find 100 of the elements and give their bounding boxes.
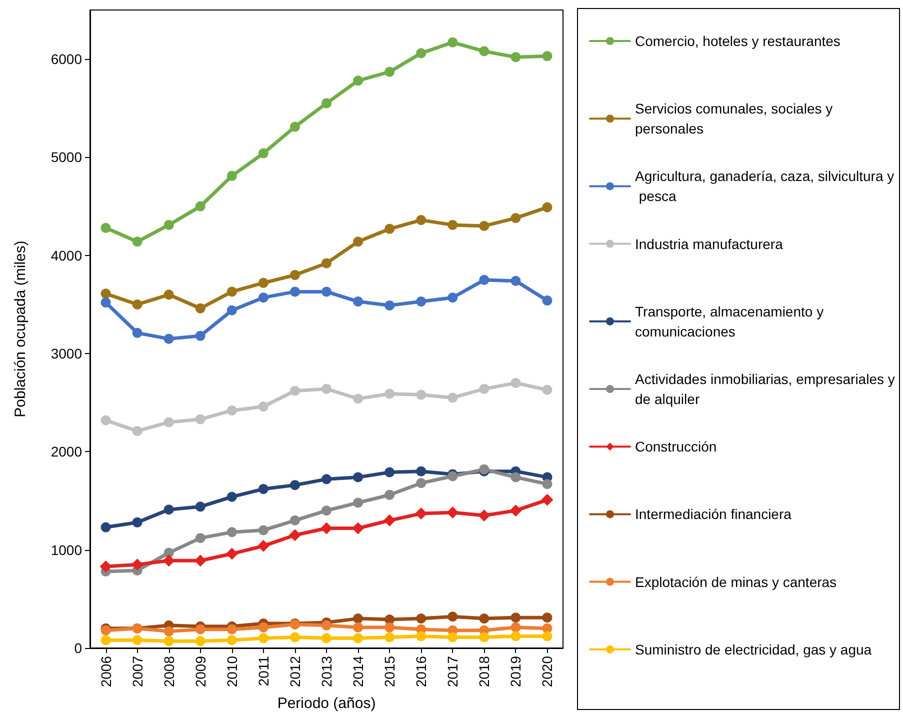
point [416, 478, 426, 488]
x-tick-label: 2010 [224, 656, 240, 688]
x-tick-label: 2011 [255, 656, 272, 686]
point [164, 504, 174, 515]
point [541, 494, 554, 506]
point [290, 632, 300, 642]
point [320, 522, 332, 534]
point [258, 292, 268, 303]
point [416, 48, 426, 58]
point [100, 522, 111, 532]
point [100, 560, 112, 573]
point [322, 620, 332, 630]
point [322, 258, 332, 268]
point [195, 533, 206, 544]
x-tick-label: 2012 [286, 656, 303, 688]
point [164, 290, 174, 300]
point [353, 622, 364, 632]
point [257, 540, 270, 552]
point [322, 98, 332, 108]
point [132, 635, 142, 646]
point [416, 296, 426, 307]
point [416, 390, 426, 400]
point [100, 222, 111, 233]
point [322, 474, 332, 484]
point [510, 213, 521, 224]
point [226, 405, 237, 416]
x-tick-label: 2007 [129, 656, 146, 688]
y-tick-label: 0 [74, 640, 82, 656]
x-tick-label: 2016 [413, 656, 430, 688]
point [164, 334, 174, 344]
point [132, 426, 142, 436]
legend-label: Transporte, almacenamiento y comunicaciones [635, 303, 828, 340]
point [479, 46, 490, 56]
point [290, 515, 300, 526]
point [162, 554, 175, 567]
point [322, 633, 332, 644]
y-axis-title: Población ocupada (miles) [12, 240, 29, 418]
point [164, 626, 174, 636]
x-tick-label: 2009 [192, 656, 208, 688]
legend-label: Intermediación financiera [635, 506, 792, 522]
point [164, 220, 174, 230]
legend-label: Comercio, hoteles y restaurantes [635, 33, 840, 49]
point [290, 386, 300, 396]
x-tick-label: 2018 [476, 656, 492, 688]
point [353, 472, 364, 482]
point [132, 299, 142, 310]
point [353, 76, 364, 86]
point [100, 298, 111, 308]
point [352, 522, 364, 534]
point [195, 624, 206, 634]
x-tick-label: 2019 [508, 656, 524, 688]
point [195, 201, 206, 212]
point [290, 286, 300, 297]
point [384, 632, 395, 642]
point [258, 633, 268, 644]
y-tick-label: 6000 [50, 51, 82, 68]
x-tick-label: 2008 [160, 656, 177, 688]
legend-label: Explotación de minas y canteras [635, 574, 837, 590]
y-tick-label: 5000 [50, 149, 82, 166]
point [258, 402, 268, 412]
point [448, 220, 458, 230]
point [510, 378, 521, 388]
point [384, 514, 396, 526]
point [416, 614, 426, 624]
point [542, 631, 552, 642]
point [226, 548, 238, 560]
point [448, 37, 458, 48]
point [384, 622, 395, 632]
point [416, 466, 426, 476]
point [353, 394, 364, 404]
point [510, 52, 521, 62]
point [226, 492, 237, 502]
point [478, 509, 490, 522]
point [132, 517, 142, 528]
point [258, 484, 268, 494]
point [542, 296, 552, 306]
point [258, 148, 268, 158]
point [258, 525, 268, 536]
point [384, 490, 395, 500]
point [226, 527, 237, 538]
point [542, 384, 552, 395]
x-tick-label: 2015 [382, 656, 398, 688]
point [288, 529, 301, 542]
x-tick-label: 2017 [444, 656, 461, 688]
point [100, 635, 111, 646]
point [195, 636, 206, 646]
point [353, 633, 364, 644]
point [448, 392, 458, 403]
legend-label: Actividades inmobiliarias, empresariales y de alquiler [635, 371, 899, 407]
point [353, 614, 364, 624]
point [510, 622, 521, 632]
point [353, 498, 364, 508]
point [258, 278, 268, 288]
point [416, 215, 426, 226]
point [226, 305, 237, 316]
point [100, 415, 111, 426]
point [290, 122, 300, 132]
point [510, 276, 521, 286]
legend-label: Suministro de electricidad, gas y agua [635, 641, 872, 658]
point [226, 635, 237, 646]
